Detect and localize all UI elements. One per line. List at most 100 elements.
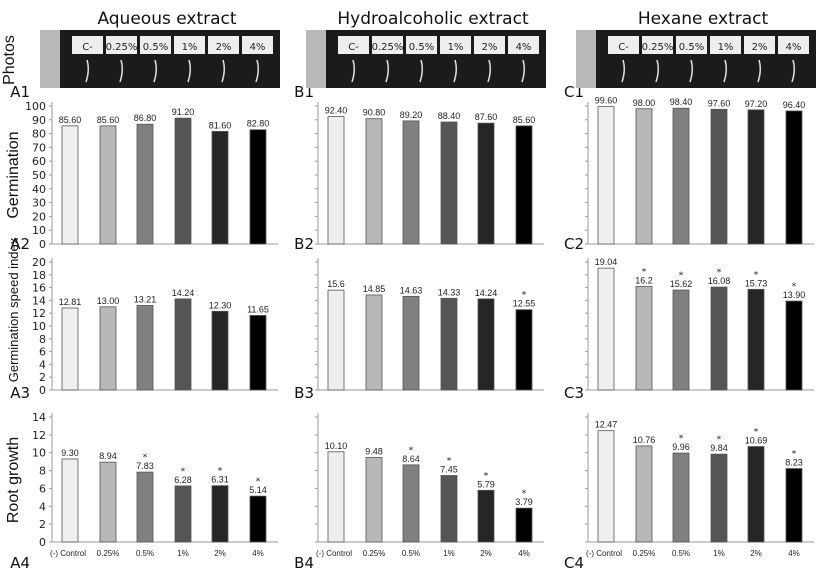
data-label: 8.64	[402, 454, 420, 464]
data-label: 6.31	[211, 475, 229, 485]
seedling	[119, 59, 124, 83]
photo-tag	[140, 36, 171, 54]
bar	[249, 495, 267, 543]
significance-star: *	[679, 434, 684, 444]
seedling	[351, 59, 356, 83]
bar	[327, 116, 345, 245]
panel-label: A3	[10, 384, 30, 402]
y-tick-label: 2	[39, 371, 46, 384]
bar	[249, 129, 267, 245]
bar	[174, 298, 192, 391]
photo-tag-label: 0.5%	[679, 42, 704, 53]
bar	[597, 267, 615, 391]
bar	[477, 298, 495, 391]
photo-tag	[242, 36, 273, 54]
significance-star: *	[522, 489, 527, 499]
photo-tag-label: C-	[348, 42, 359, 53]
data-label: 9.48	[365, 446, 383, 456]
bar	[402, 120, 420, 245]
seedling	[689, 59, 694, 83]
seedling	[621, 59, 626, 83]
bar-chart-B2: 92.40 90.80 89.20 88.40 87.60 85.60	[315, 102, 544, 245]
photo-tag-label: 1%	[718, 42, 734, 53]
x-tick-label: 1%	[713, 549, 725, 558]
significance-star: *	[256, 477, 261, 487]
data-label: 86.80	[134, 113, 157, 123]
bar	[710, 453, 728, 543]
data-label: 13.21	[134, 294, 157, 304]
x-tick-label: 4%	[252, 549, 264, 558]
data-label: 9.30	[61, 448, 79, 458]
photo-tag	[174, 36, 205, 54]
column-title: Hydroalcoholic extract	[337, 9, 529, 29]
data-label: 89.20	[400, 110, 423, 120]
photo-tag-label: 0.25%	[372, 42, 404, 53]
bar	[402, 464, 420, 543]
y-tick-label: 14	[32, 294, 46, 307]
bar	[747, 288, 765, 391]
photo-tag	[106, 36, 137, 54]
photo-tag-label: 4%	[516, 42, 532, 53]
column-title: Hexane extract	[638, 9, 769, 29]
significance-star: *	[409, 446, 414, 456]
bar	[327, 451, 345, 543]
bar	[440, 297, 458, 391]
photo-tag	[642, 36, 673, 54]
bar	[249, 315, 267, 391]
photo-tag-label: 2%	[752, 42, 768, 53]
photo-tag	[608, 36, 639, 54]
photo-tag-label: 4%	[250, 42, 266, 53]
data-label: 99.60	[595, 96, 618, 106]
seedling	[187, 59, 192, 83]
seedling	[221, 59, 226, 83]
bar	[211, 130, 229, 245]
bar	[99, 461, 117, 543]
panel-label: B3	[294, 384, 314, 402]
data-label: 98.00	[633, 98, 656, 108]
photo-tag-label: 0.25%	[106, 42, 138, 53]
data-label: 14.33	[438, 287, 461, 297]
bar	[211, 310, 229, 391]
row-label: Germination speed index	[6, 237, 21, 382]
photo-tag	[710, 36, 741, 54]
data-label: 16.08	[708, 276, 731, 286]
row-label: Germination	[5, 131, 22, 218]
bar	[61, 307, 79, 391]
y-tick-label: 14	[32, 411, 46, 424]
data-label: 19.04	[595, 257, 618, 267]
significance-star: *	[754, 270, 759, 280]
data-label: 3.79	[515, 497, 533, 507]
data-label: 15.62	[670, 279, 693, 289]
bar	[136, 471, 154, 543]
photo-tag-label: 2%	[482, 42, 498, 53]
x-tick-label: 1%	[443, 549, 455, 558]
bar	[710, 108, 728, 245]
photo-tag	[72, 36, 103, 54]
x-tick-label: 0.5%	[136, 549, 154, 558]
bar	[327, 289, 345, 391]
y-tick-label: 8	[39, 333, 46, 346]
y-tick-label: 0	[39, 238, 46, 251]
y-tick-label: 20	[32, 256, 46, 269]
data-label: 14.24	[172, 288, 195, 298]
significance-star: *	[754, 428, 759, 438]
y-tick-label: 70	[32, 141, 46, 154]
photo-tag-label: 4%	[786, 42, 802, 53]
x-tick-label: (-) Control	[50, 549, 86, 558]
ruler	[40, 30, 60, 88]
bar	[136, 305, 154, 391]
panel-label: C4	[564, 554, 584, 572]
data-label: 85.60	[513, 115, 536, 125]
bar	[99, 306, 117, 391]
bar-chart-C4: 12.47(-) Control10.760.25%9.96*0.5%9.84*…	[585, 413, 814, 558]
data-label: 10.69	[745, 436, 768, 446]
seedling	[385, 59, 390, 83]
data-label: 81.60	[209, 120, 232, 130]
panel-label: C2	[564, 235, 584, 253]
data-label: 85.60	[97, 115, 120, 125]
x-tick-label: 2%	[480, 549, 492, 558]
bar	[710, 286, 728, 391]
seedling	[453, 59, 458, 83]
